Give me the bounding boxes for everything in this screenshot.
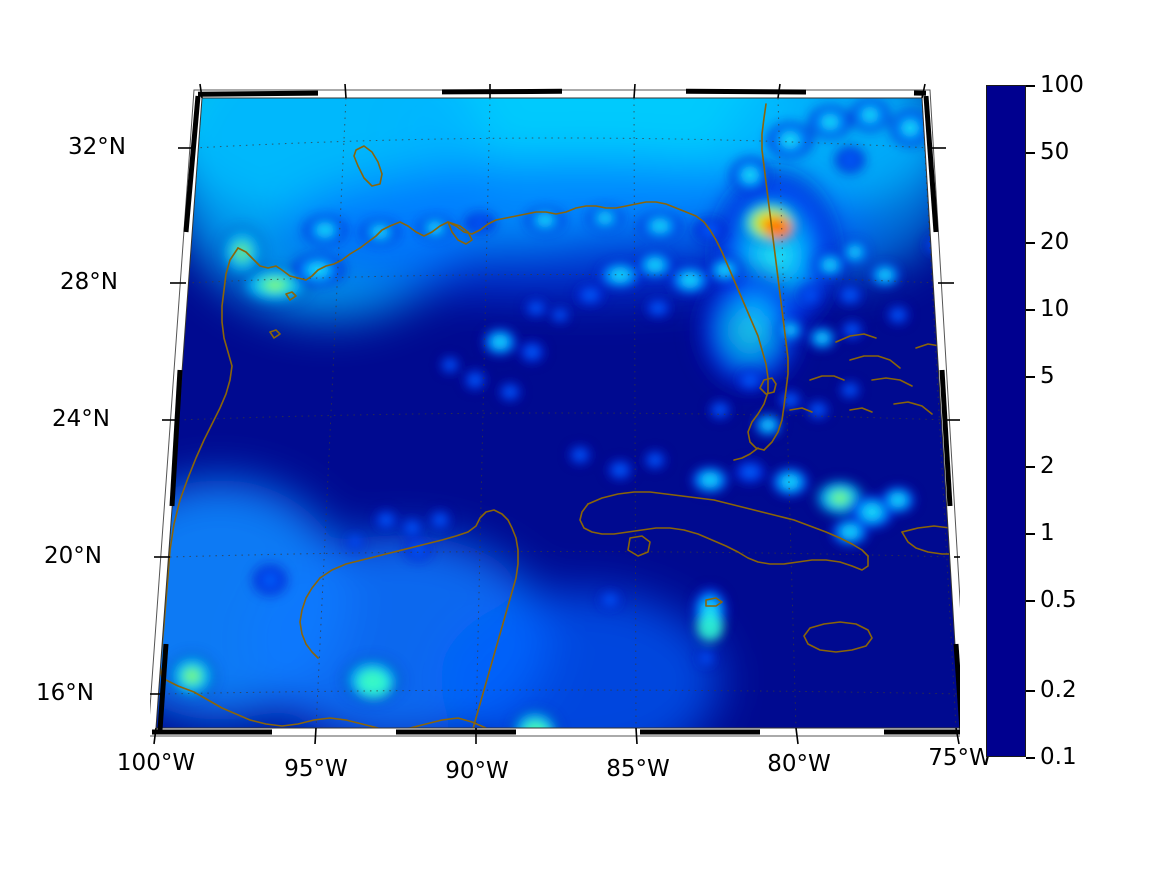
colorbar-label-100: 100 — [1040, 72, 1084, 98]
lon-tick-label-75W: 75°W — [928, 745, 992, 771]
colorbar-label-10: 10 — [1040, 296, 1070, 322]
colorbar-label-0.1: 0.1 — [1040, 744, 1077, 770]
map-raster-and-coastlines — [150, 83, 960, 745]
coastlines — [159, 103, 960, 728]
colorbar-tick-50 — [1026, 152, 1035, 154]
colorbar-tick-1 — [1026, 533, 1035, 535]
colorbar-gradient — [986, 85, 1026, 757]
map-data-layer — [156, 98, 960, 728]
colorbar-tick-2 — [1026, 466, 1035, 468]
colorbar-tick-0.5 — [1026, 600, 1035, 602]
map-plot-area[interactable] — [150, 80, 960, 760]
colorbar-tick-20 — [1026, 242, 1035, 244]
lat-tick-label-32N: 32°N — [68, 134, 126, 160]
colorbar-tick-100 — [1026, 85, 1035, 87]
lat-tick-label-16N: 16°N — [36, 680, 94, 706]
lat-tick-label-28N: 28°N — [60, 269, 118, 295]
colorbar-tick-10 — [1026, 309, 1035, 311]
map-clip-region — [150, 80, 960, 760]
colorbar[interactable]: 100 50 20 10 5 2 1 0.5 0.2 0.1 — [986, 72, 1084, 770]
colorbar-tick-0.2 — [1026, 690, 1035, 692]
graticule — [156, 98, 960, 728]
colorbar-tick-5 — [1026, 376, 1035, 378]
map-frame-border — [150, 83, 960, 745]
colorbar-tick-0.1 — [1026, 757, 1035, 759]
lat-tick-label-24N: 24°N — [52, 406, 110, 432]
colorbar-label-2: 2 — [1040, 453, 1055, 479]
colorbar-label-50: 50 — [1040, 139, 1070, 165]
colorbar-label-5: 5 — [1040, 363, 1055, 389]
lat-tick-label-20N: 20°N — [44, 543, 102, 569]
lon-tick-label-95W: 95°W — [284, 756, 348, 782]
colorbar-label-0.2: 0.2 — [1040, 677, 1077, 703]
lon-tick-label-85W: 85°W — [606, 756, 670, 782]
lon-tick-label-100W: 100°W — [116, 750, 196, 776]
colorbar-label-0.5: 0.5 — [1040, 587, 1077, 613]
precip-cells — [164, 98, 950, 728]
lon-tick-label-80W: 80°W — [767, 751, 831, 777]
lon-tick-label-90W: 90°W — [445, 758, 509, 784]
colorbar-label-20: 20 — [1040, 229, 1070, 255]
colorbar-label-1: 1 — [1040, 520, 1055, 546]
